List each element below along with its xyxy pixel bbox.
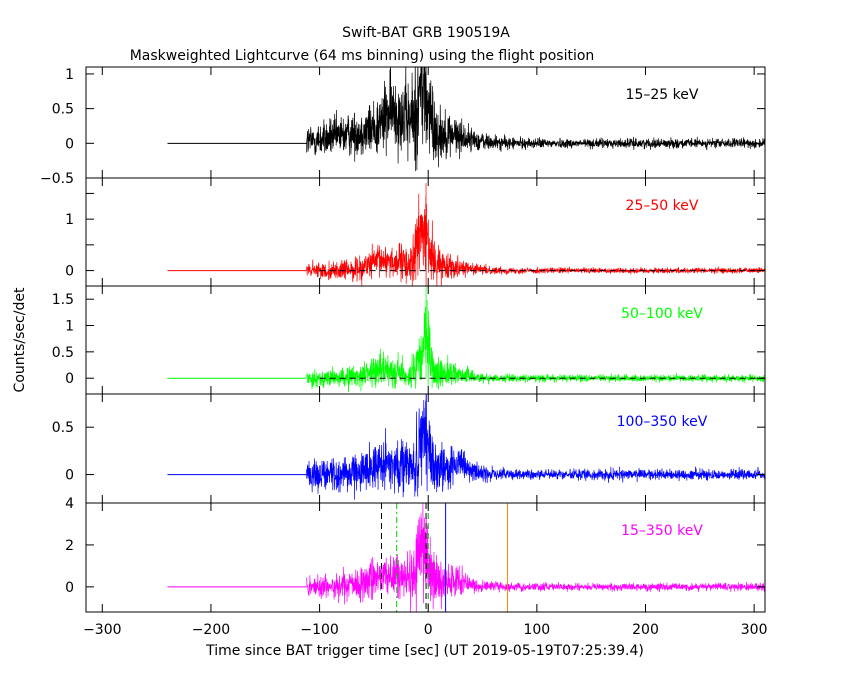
band-label: 50–100 keV <box>621 306 703 322</box>
chart-title: Swift-BAT GRB 190519A <box>342 25 510 41</box>
x-tick-label: −300 <box>83 622 121 638</box>
y-tick-label: 1 <box>65 212 74 228</box>
chart-subtitle: Maskweighted Lightcurve (64 ms binning) … <box>130 48 595 64</box>
y-tick-label: 1 <box>65 319 74 335</box>
x-tick-label: 300 <box>741 622 768 638</box>
y-tick-label: 0 <box>65 136 74 152</box>
series-line <box>306 183 765 286</box>
panels-group: −0.5 0 0.5 1 15–25 keV 0 1 25–50 keV 0 0.5 1 1.5 50–… <box>40 66 766 613</box>
y-tick-label: 0 <box>65 468 74 484</box>
series-line <box>306 67 765 172</box>
y-tick-label: 2 <box>65 538 74 554</box>
x-tick-label: 200 <box>632 622 659 638</box>
x-tick-label: −200 <box>192 622 230 638</box>
x-axis-label: Time since BAT trigger time [sec] (UT 20… <box>205 643 644 659</box>
y-tick-label: 4 <box>65 496 74 512</box>
panel-3: 0 0.5 1 1.5 50–100 keV <box>52 285 766 395</box>
y-tick-label: −0.5 <box>40 171 74 187</box>
band-label: 15–25 keV <box>626 87 699 103</box>
panel-2: 0 1 25–50 keV <box>65 177 766 287</box>
x-tick-labels: −300 −200 −100 0 100 200 300 <box>83 622 767 638</box>
x-tick-label: 100 <box>523 622 550 638</box>
y-axis-label: Counts/sec/det <box>12 287 28 392</box>
y-tick-label: 0 <box>65 371 74 387</box>
series-line <box>306 286 765 393</box>
panel-4: 0 0.5 100–350 keV <box>52 393 766 504</box>
y-tick-label: 0.5 <box>52 420 74 436</box>
y-tick-label: 0 <box>65 264 74 280</box>
band-label: 100–350 keV <box>617 414 708 430</box>
x-tick-label: −100 <box>300 622 338 638</box>
y-tick-label: 0.5 <box>52 345 74 361</box>
panel-frame <box>85 502 766 613</box>
panel-5: 0 2 4 15–350 keV <box>65 496 766 613</box>
series-line <box>306 394 765 500</box>
band-label: 25–50 keV <box>626 198 699 214</box>
band-label: 15–350 keV <box>621 523 703 539</box>
y-tick-label: 1.5 <box>52 292 74 308</box>
x-tick-label: 0 <box>424 622 433 638</box>
y-tick-label: 1 <box>65 67 74 83</box>
y-tick-label: 0 <box>65 580 74 596</box>
y-tick-label: 0.5 <box>52 102 74 118</box>
series-line <box>306 503 765 612</box>
